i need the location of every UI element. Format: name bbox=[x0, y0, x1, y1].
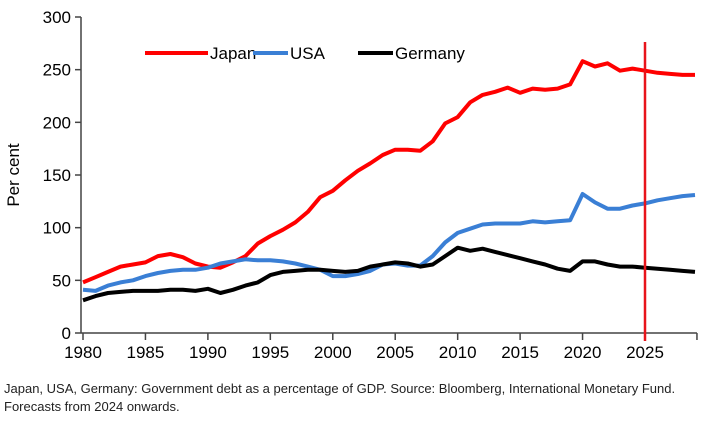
y-tick-label: 250 bbox=[43, 61, 71, 80]
legend-label-germany: Germany bbox=[395, 44, 465, 63]
x-tick-label: 2020 bbox=[564, 343, 602, 362]
y-tick-label: 100 bbox=[43, 219, 71, 238]
x-tick-label: 1980 bbox=[64, 343, 102, 362]
legend: Japan USA Germany bbox=[145, 44, 465, 63]
x-tick-label: 1995 bbox=[251, 343, 289, 362]
y-tick-label: 300 bbox=[43, 8, 71, 27]
debt-line-chart: 0 50 100 150 200 250 300 1980 1985 1990 1995 2000 20… bbox=[4, 8, 698, 362]
y-tick-label: 200 bbox=[43, 113, 71, 132]
x-tick-label: 2015 bbox=[501, 343, 539, 362]
y-tick-label: 0 bbox=[62, 324, 71, 343]
legend-label-usa: USA bbox=[290, 44, 326, 63]
series-line-usa bbox=[82, 192, 696, 293]
chart-caption: Japan, USA, Germany: Government debt as … bbox=[4, 381, 676, 414]
x-tick-label: 2005 bbox=[376, 343, 414, 362]
series-line-germany bbox=[82, 245, 696, 303]
x-tick-label: 1985 bbox=[127, 343, 165, 362]
axes: 0 50 100 150 200 250 300 1980 1985 1990 1995 2000 20… bbox=[43, 8, 698, 362]
y-axis-label: Per cent bbox=[4, 143, 23, 207]
y-tick-label: 50 bbox=[52, 271, 71, 290]
x-tick-label: 2025 bbox=[626, 343, 664, 362]
legend-label-japan: Japan bbox=[210, 44, 256, 63]
y-tick-label: 150 bbox=[43, 166, 71, 185]
x-tick-label: 1990 bbox=[189, 343, 227, 362]
x-tick-label: 2000 bbox=[314, 343, 352, 362]
series-line-japan bbox=[82, 59, 695, 285]
x-tick-label: 2010 bbox=[439, 343, 477, 362]
series-lines bbox=[82, 42, 696, 341]
